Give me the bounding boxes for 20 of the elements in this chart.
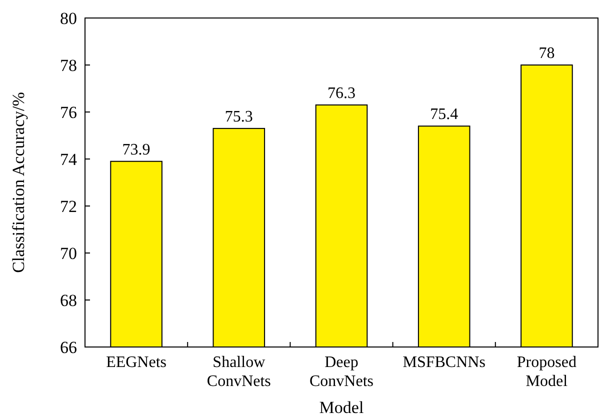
y-tick-label: 72 — [60, 196, 77, 216]
x-tick-label: Deep ConvNets — [310, 354, 374, 390]
x-axis-title: Model — [319, 398, 364, 415]
y-tick-label: 74 — [60, 150, 78, 169]
data-label: 78 — [538, 45, 555, 62]
data-label: 75.3 — [224, 108, 253, 126]
x-tick-label: EEGNets — [106, 354, 167, 371]
y-tick-label: 80 — [60, 8, 77, 28]
y-axis-title: Classification Accuracy/% — [9, 92, 28, 273]
x-tick-label: Proposed Model — [516, 354, 576, 390]
y-tick-label: 70 — [60, 244, 77, 263]
y-tick-label: 78 — [60, 56, 77, 75]
data-label: 76.3 — [328, 84, 356, 102]
y-tick-label: 76 — [60, 102, 77, 122]
y-tick-label: 66 — [60, 338, 77, 357]
y-tick-label: 68 — [60, 290, 77, 310]
data-label: 73.9 — [122, 141, 150, 158]
x-tick-label: MSFBCNNs — [402, 354, 486, 371]
x-tick-label: Shallow ConvNets — [206, 354, 271, 390]
data-label: 75.4 — [430, 106, 458, 124]
